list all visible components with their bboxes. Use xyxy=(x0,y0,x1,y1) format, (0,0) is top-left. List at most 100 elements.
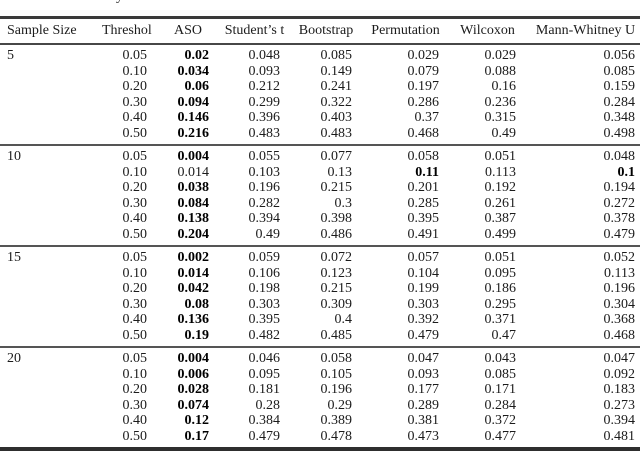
value-cell-bootstrap: 0.123 xyxy=(320,265,353,281)
value-cell-wilcoxon: 0.371 xyxy=(484,312,517,327)
value-cell-aso: 0.17 xyxy=(184,428,210,444)
value-cell-mann-whitney-u: 0.498 xyxy=(603,125,636,141)
value-cell-student-s-t: 0.299 xyxy=(248,94,281,110)
value-cell-wilcoxon: 0.029 xyxy=(484,48,517,63)
column-header-threshold: Threshold xyxy=(92,17,152,45)
value-cell-aso: 0.028 xyxy=(177,382,210,397)
threshold-cell: 0.05 xyxy=(122,250,148,265)
table-row: 0.20 0.038 0.196 0.215 0.201 0.192 0.194 xyxy=(0,180,640,196)
column-header-sample-size: Sample Size xyxy=(0,17,92,45)
value-cell-mann-whitney-u: 0.394 xyxy=(603,413,636,428)
table-row: 0.10 0.034 0.093 0.149 0.079 0.088 0.085 xyxy=(0,64,640,80)
threshold-cell: 0.20 xyxy=(122,281,148,296)
sample-size-group-20: 20 0.05 0.004 0.046 0.058 0.047 0.043 0.047 0.10… xyxy=(0,347,640,449)
value-cell-wilcoxon: 0.477 xyxy=(484,428,517,444)
value-cell-permutation: 0.286 xyxy=(407,94,440,110)
caption-fragment-text: y xyxy=(116,0,123,4)
value-cell-mann-whitney-u: 0.052 xyxy=(603,250,636,265)
value-cell-mann-whitney-u: 0.056 xyxy=(603,48,636,63)
value-cell-wilcoxon: 0.236 xyxy=(484,94,517,110)
value-cell-aso: 0.136 xyxy=(177,312,210,327)
value-cell-mann-whitney-u: 0.194 xyxy=(603,180,636,195)
sample-size-cell xyxy=(0,165,92,181)
value-cell-permutation: 0.468 xyxy=(407,125,440,141)
table-row: 0.20 0.06 0.212 0.241 0.197 0.16 0.159 xyxy=(0,79,640,95)
threshold-cell: 0.05 xyxy=(122,351,148,366)
value-cell-aso: 0.02 xyxy=(184,48,210,63)
sample-size-cell xyxy=(0,126,92,146)
sample-size-group-15: 15 0.05 0.002 0.059 0.072 0.057 0.051 0.052 0.10… xyxy=(0,246,640,347)
value-cell-student-s-t: 0.49 xyxy=(255,226,281,242)
value-cell-mann-whitney-u: 0.479 xyxy=(603,226,636,242)
table-row: 0.20 0.042 0.198 0.215 0.199 0.186 0.196 xyxy=(0,281,640,297)
value-cell-mann-whitney-u: 0.348 xyxy=(603,110,636,125)
threshold-cell: 0.30 xyxy=(122,195,148,211)
value-cell-bootstrap: 0.149 xyxy=(320,63,353,79)
table-row: 0.10 0.014 0.103 0.13 0.11 0.113 0.1 xyxy=(0,165,640,181)
value-cell-wilcoxon: 0.387 xyxy=(484,211,517,226)
sample-size-cell xyxy=(0,367,92,383)
sample-size-cell xyxy=(0,211,92,227)
value-cell-mann-whitney-u: 0.378 xyxy=(603,211,636,226)
threshold-cell: 0.40 xyxy=(122,211,148,226)
value-cell-bootstrap: 0.29 xyxy=(327,397,353,413)
value-cell-mann-whitney-u: 0.368 xyxy=(603,312,636,327)
value-cell-mann-whitney-u: 0.273 xyxy=(603,397,636,413)
value-cell-permutation: 0.381 xyxy=(407,413,440,428)
value-cell-permutation: 0.197 xyxy=(407,79,440,94)
value-cell-student-s-t: 0.198 xyxy=(248,281,281,296)
table-row: 0.30 0.094 0.299 0.322 0.286 0.236 0.284 xyxy=(0,95,640,111)
value-cell-bootstrap: 0.483 xyxy=(320,125,353,141)
table-row: 0.30 0.074 0.28 0.29 0.289 0.284 0.273 xyxy=(0,398,640,414)
value-cell-aso: 0.084 xyxy=(177,195,210,211)
cropped-caption-fragment: y xyxy=(116,0,132,4)
value-cell-bootstrap: 0.485 xyxy=(320,327,353,343)
value-cell-aso: 0.12 xyxy=(184,413,210,428)
value-cell-student-s-t: 0.396 xyxy=(248,110,281,125)
value-cell-student-s-t: 0.095 xyxy=(248,366,281,382)
value-cell-aso: 0.004 xyxy=(177,149,210,164)
value-cell-permutation: 0.473 xyxy=(407,428,440,444)
value-cell-student-s-t: 0.048 xyxy=(248,48,281,63)
table-row: 0.40 0.136 0.395 0.4 0.392 0.371 0.368 xyxy=(0,312,640,328)
value-cell-bootstrap: 0.085 xyxy=(320,48,353,63)
sample-size-cell xyxy=(0,110,92,126)
value-cell-wilcoxon: 0.284 xyxy=(484,397,517,413)
sample-size-cell: 10 xyxy=(7,149,21,164)
value-cell-permutation: 0.199 xyxy=(407,281,440,296)
sample-size-cell xyxy=(0,79,92,95)
value-cell-mann-whitney-u: 0.113 xyxy=(604,265,635,281)
value-cell-student-s-t: 0.212 xyxy=(248,79,281,94)
value-cell-permutation: 0.491 xyxy=(407,226,440,242)
value-cell-permutation: 0.37 xyxy=(414,110,440,125)
table-row: 0.30 0.08 0.303 0.309 0.303 0.295 0.304 xyxy=(0,297,640,313)
threshold-cell: 0.30 xyxy=(122,296,148,312)
value-cell-mann-whitney-u: 0.196 xyxy=(603,281,636,296)
sample-size-cell xyxy=(0,328,92,348)
sample-size-cell: 15 xyxy=(7,250,21,265)
value-cell-permutation: 0.395 xyxy=(407,211,440,226)
value-cell-bootstrap: 0.478 xyxy=(320,428,353,444)
threshold-cell: 0.10 xyxy=(122,164,148,180)
threshold-cell: 0.30 xyxy=(122,94,148,110)
value-cell-student-s-t: 0.483 xyxy=(248,125,281,141)
value-cell-student-s-t: 0.28 xyxy=(255,397,281,413)
value-cell-permutation: 0.392 xyxy=(407,312,440,327)
value-cell-student-s-t: 0.395 xyxy=(248,312,281,327)
sample-size-cell xyxy=(0,196,92,212)
value-cell-wilcoxon: 0.085 xyxy=(484,366,517,382)
value-cell-permutation: 0.285 xyxy=(407,195,440,211)
value-cell-permutation: 0.303 xyxy=(407,296,440,312)
value-cell-aso: 0.204 xyxy=(177,226,210,242)
value-cell-mann-whitney-u: 0.272 xyxy=(603,195,636,211)
value-cell-permutation: 0.093 xyxy=(407,366,440,382)
value-cell-mann-whitney-u: 0.1 xyxy=(617,164,636,180)
table-row: 15 0.05 0.002 0.059 0.072 0.057 0.051 0.052 xyxy=(0,246,640,266)
sample-size-cell: 20 xyxy=(7,351,21,366)
sample-size-cell xyxy=(0,297,92,313)
value-cell-bootstrap: 0.3 xyxy=(334,195,353,211)
column-header-student-s-t: Student’s t xyxy=(214,17,285,45)
sample-size-cell xyxy=(0,382,92,398)
value-cell-mann-whitney-u: 0.304 xyxy=(603,296,636,312)
